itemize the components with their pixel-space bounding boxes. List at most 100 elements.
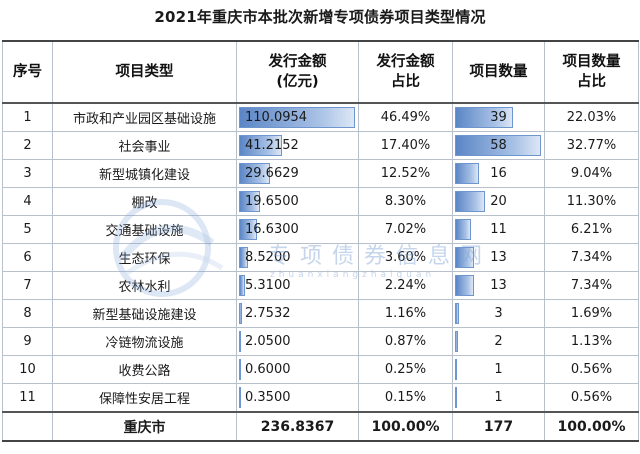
total-amount-share: 100.00%: [358, 411, 453, 442]
count-value: 13: [490, 278, 507, 293]
row-amount-share: 1.16%: [358, 299, 453, 328]
row-count: 1: [452, 355, 545, 384]
row-count-share: 22.03%: [544, 102, 639, 132]
row-count: 39: [452, 102, 545, 132]
amount-data-bar: [239, 219, 257, 240]
amount-value: 41.2152: [245, 138, 299, 153]
row-type: 保障性安居工程: [52, 383, 237, 413]
row-count-share: 0.56%: [544, 383, 639, 413]
amount-value: 2.0500: [245, 334, 291, 349]
row-seq: 11: [2, 383, 53, 413]
amount-value: 110.0954: [245, 110, 308, 125]
header-count-share: 项目数量 占比: [544, 40, 639, 104]
row-seq: 9: [2, 327, 53, 356]
total-amount: 236.8367: [236, 411, 359, 442]
header-count: 项目数量: [452, 40, 545, 104]
amount-data-bar: [239, 163, 271, 184]
count-data-bar: [455, 303, 460, 324]
amount-value: 8.5200: [245, 250, 291, 265]
row-seq: 4: [2, 187, 53, 216]
count-value: 2: [494, 334, 503, 349]
row-amount-share: 0.25%: [358, 355, 453, 384]
row-seq: 7: [2, 271, 53, 300]
row-count: 13: [452, 271, 545, 300]
row-count: 2: [452, 327, 545, 356]
count-data-bar: [455, 135, 541, 156]
row-count-share: 0.56%: [544, 355, 639, 384]
row-type: 收费公路: [52, 355, 237, 384]
table-row: 11 保障性安居工程 0.3500 0.15% 1 0.56%: [2, 383, 639, 413]
page-title: 2021年重庆市本批次新增专项债券项目类型情况: [154, 8, 486, 26]
amount-data-bar: [239, 247, 248, 268]
row-seq: 10: [2, 355, 53, 384]
row-count: 3: [452, 299, 545, 328]
amount-data-bar: [239, 303, 242, 324]
row-count-share: 6.21%: [544, 215, 639, 244]
count-value: 13: [490, 250, 507, 265]
row-count: 20: [452, 187, 545, 216]
header-type: 项目类型: [52, 40, 237, 104]
count-value: 16: [490, 166, 507, 181]
table-row: 6 生态环保 8.5200 3.60% 13 7.34%: [2, 243, 639, 272]
amount-data-bar: [239, 135, 283, 156]
row-amount: 19.6500: [236, 187, 359, 216]
row-amount: 110.0954: [236, 102, 359, 132]
row-amount: 0.3500: [236, 383, 359, 413]
row-seq: 2: [2, 131, 53, 160]
row-type: 新型城镇化建设: [52, 159, 237, 188]
total-label: 重庆市: [52, 411, 237, 442]
row-count-share: 1.69%: [544, 299, 639, 328]
table-row: 10 收费公路 0.6000 0.25% 1 0.56%: [2, 355, 639, 384]
amount-value: 2.7532: [245, 306, 291, 321]
total-count: 177: [452, 411, 545, 442]
row-count: 16: [452, 159, 545, 188]
row-amount-share: 0.87%: [358, 327, 453, 356]
row-type: 市政和产业园区基础设施: [52, 102, 237, 132]
table-row: 4 棚改 19.6500 8.30% 20 11.30%: [2, 187, 639, 216]
count-data-bar: [455, 387, 457, 408]
count-data-bar: [455, 219, 472, 240]
row-seq: 5: [2, 215, 53, 244]
row-amount-share: 2.24%: [358, 271, 453, 300]
table-body: 1 市政和产业园区基础设施 110.0954 46.49% 39 22.03% 2 社会事业 4…: [2, 102, 639, 413]
table-row: 5 交通基础设施 16.6300 7.02% 11 6.21%: [2, 215, 639, 244]
table-row: 9 冷链物流设施 2.0500 0.87% 2 1.13%: [2, 327, 639, 356]
count-value: 1: [494, 390, 503, 405]
amount-data-bar: [239, 107, 355, 128]
row-count-share: 9.04%: [544, 159, 639, 188]
row-amount: 0.6000: [236, 355, 359, 384]
row-type: 社会事业: [52, 131, 237, 160]
row-count-share: 11.30%: [544, 187, 639, 216]
count-value: 39: [490, 110, 507, 125]
row-seq: 1: [2, 102, 53, 132]
count-data-bar: [455, 191, 485, 212]
amount-data-bar: [239, 359, 241, 380]
row-type: 生态环保: [52, 243, 237, 272]
amount-value: 16.6300: [245, 222, 299, 237]
amount-data-bar: [239, 331, 242, 352]
row-amount: 41.2152: [236, 131, 359, 160]
amount-data-bar: [239, 387, 241, 408]
row-count-share: 7.34%: [544, 243, 639, 272]
row-amount-share: 12.52%: [358, 159, 453, 188]
amount-value: 5.3100: [245, 278, 291, 293]
amount-value: 29.6629: [245, 166, 299, 181]
table-row: 1 市政和产业园区基础设施 110.0954 46.49% 39 22.03%: [2, 102, 639, 132]
count-value: 58: [490, 138, 507, 153]
bond-table: 序号 项目类型 发行金额 (亿元) 发行金额 占比 项目数量 项目数量 占比 1 市政和…: [2, 40, 639, 442]
row-amount: 29.6629: [236, 159, 359, 188]
row-seq: 6: [2, 243, 53, 272]
row-amount: 2.7532: [236, 299, 359, 328]
header-amount: 发行金额 (亿元): [236, 40, 359, 104]
row-type: 棚改: [52, 187, 237, 216]
table-row: 7 农林水利 5.3100 2.24% 13 7.34%: [2, 271, 639, 300]
total-row: 重庆市 236.8367 100.00% 177 100.00%: [2, 411, 639, 442]
table-row: 8 新型基础设施建设 2.7532 1.16% 3 1.69%: [2, 299, 639, 328]
row-amount-share: 8.30%: [358, 187, 453, 216]
row-count: 1: [452, 383, 545, 413]
row-amount-share: 17.40%: [358, 131, 453, 160]
row-amount-share: 0.15%: [358, 383, 453, 413]
count-value: 3: [494, 306, 503, 321]
count-data-bar: [455, 247, 475, 268]
row-count: 58: [452, 131, 545, 160]
